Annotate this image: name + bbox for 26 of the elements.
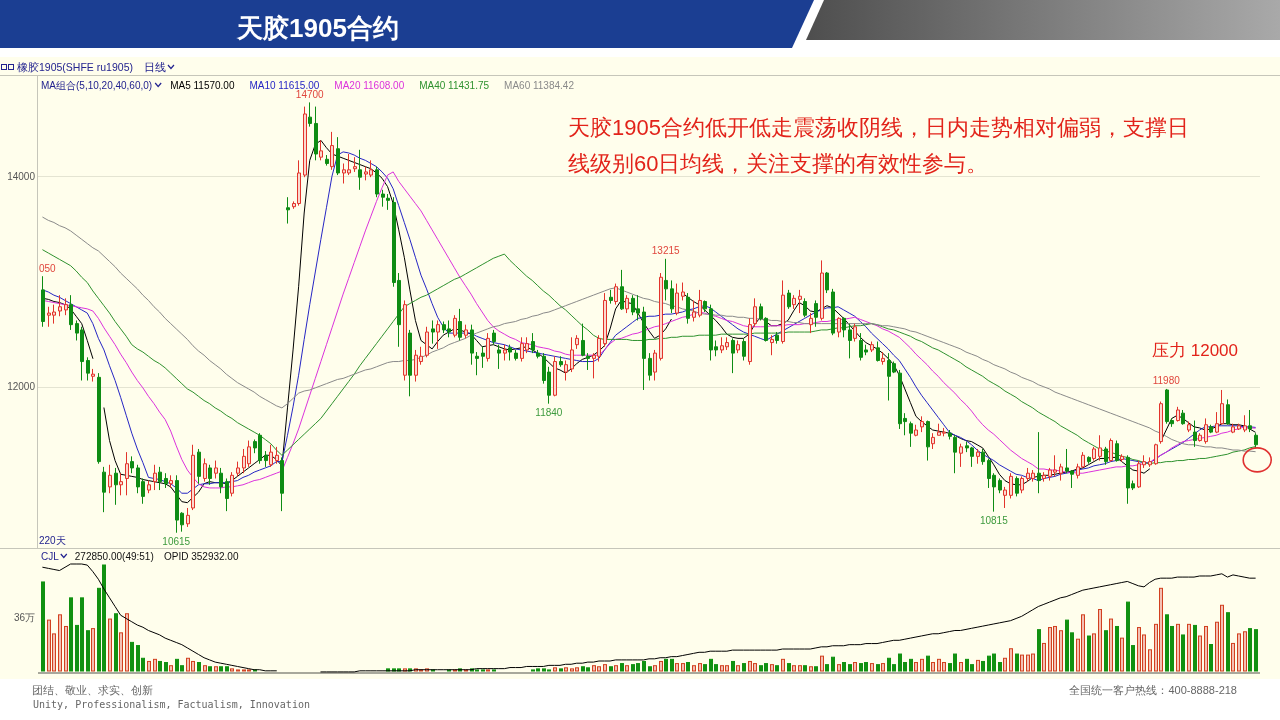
annotation: 压力 12000 — [1152, 340, 1238, 360]
annotation: 050 — [39, 262, 57, 274]
annotation: 14700 — [295, 88, 325, 100]
text: 日线 — [143, 61, 166, 73]
chart-subtitle: 橡胶1905(SHFE ru1905) — [17, 61, 133, 73]
annotation: 10615 — [162, 536, 191, 548]
text: 36万 — [13, 611, 35, 623]
text: 全国统一客户热线：400-8888-218 — [1069, 684, 1237, 696]
annotation: 10815 — [979, 515, 1009, 527]
text: Unity, Professionalism, Factualism, Innovation — [33, 698, 310, 710]
text: MA10 11615.00 — [249, 79, 320, 91]
text: 团结、敬业、求实、创新 — [32, 684, 153, 696]
legend-title: MA组合(5,10,20,40,60,0) — [41, 79, 153, 91]
text: MA20 11608.00 — [334, 79, 405, 91]
y-tick-label: 12000 — [7, 381, 36, 393]
annotation: 11840 — [535, 407, 563, 419]
annotation: 11980 — [1152, 375, 1181, 387]
chart-title: 天胶1905合约 — [236, 13, 399, 43]
annotation: 天胶1905合约低开低走震荡收阴线，日内走势相对偏弱，支撑日线级别60日均线，关注支撑的有效性参与。 — [568, 114, 1189, 176]
text: MA5 11570.00 — [170, 79, 235, 91]
annotation: 220天 — [39, 534, 66, 546]
text: OPID 352932.00 — [164, 550, 239, 562]
y-tick-label: 14000 — [7, 170, 36, 182]
text: MA40 11431.75 — [419, 79, 490, 91]
text: MA60 11384.42 — [504, 79, 575, 91]
annotation: 13215 — [651, 245, 681, 257]
